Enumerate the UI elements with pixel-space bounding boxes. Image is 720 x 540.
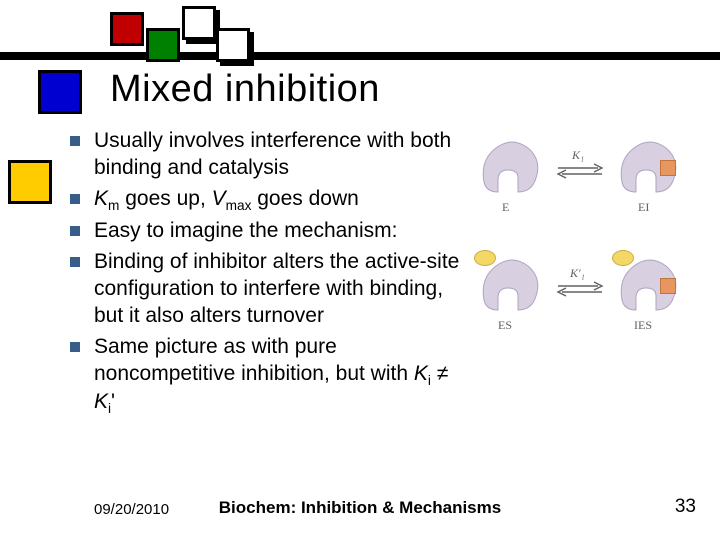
diagram-cell-ES: ES — [472, 256, 576, 346]
bullet-item: Same picture as with pure noncompetitive… — [70, 334, 470, 418]
decor-square — [8, 160, 52, 204]
bullet-item: Binding of inhibitor alters the active-s… — [70, 249, 470, 330]
equilibrium-arrows-top — [554, 162, 606, 180]
decor-square — [110, 12, 144, 46]
bullet-text: Usually involves interference with both … — [94, 128, 470, 182]
slide-title: Mixed inhibition — [110, 68, 380, 111]
bullet-text: Easy to imagine the mechanism: — [94, 218, 397, 245]
reaction-diagram: E EI ES IES K₁ — [472, 138, 702, 368]
k1p-label: K'₁ — [570, 266, 585, 281]
enzyme-label-EI: EI — [638, 200, 649, 215]
decor-square — [146, 28, 180, 62]
bullet-marker — [70, 257, 80, 267]
decor-square — [216, 28, 250, 62]
enzyme-label-IES: IES — [634, 318, 652, 333]
enzyme-icon — [478, 138, 542, 196]
k1-label: K₁ — [572, 148, 584, 163]
diagram-cell-EI: EI — [610, 138, 714, 228]
enzyme-label-ES: ES — [498, 318, 512, 333]
bullet-list: Usually involves interference with both … — [70, 128, 470, 422]
substrate-icon — [474, 250, 496, 266]
bullet-marker — [70, 342, 80, 352]
decor-bar — [0, 52, 720, 60]
bullet-marker — [70, 194, 80, 204]
bullet-marker — [70, 136, 80, 146]
substrate-icon — [612, 250, 634, 266]
decor-square — [38, 70, 82, 114]
bullet-text: Binding of inhibitor alters the active-s… — [94, 249, 470, 330]
equilibrium-arrows-bottom — [554, 280, 606, 298]
diagram-cell-IES: IES — [610, 256, 714, 346]
decor-square — [182, 6, 216, 40]
diagram-cell-E: E — [472, 138, 576, 228]
bullet-item: Km goes up, Vmax goes down — [70, 186, 470, 215]
bullet-item: Usually involves interference with both … — [70, 128, 470, 182]
footer-title: Biochem: Inhibition & Mechanisms — [0, 498, 720, 518]
bullet-item: Easy to imagine the mechanism: — [70, 218, 470, 245]
enzyme-label-E: E — [502, 200, 509, 215]
inhibitor-icon — [660, 278, 676, 294]
bullet-marker — [70, 226, 80, 236]
footer-page-number: 33 — [675, 496, 696, 518]
inhibitor-icon — [660, 160, 676, 176]
bullet-text: Km goes up, Vmax goes down — [94, 186, 359, 215]
bullet-text: Same picture as with pure noncompetitive… — [94, 334, 470, 418]
